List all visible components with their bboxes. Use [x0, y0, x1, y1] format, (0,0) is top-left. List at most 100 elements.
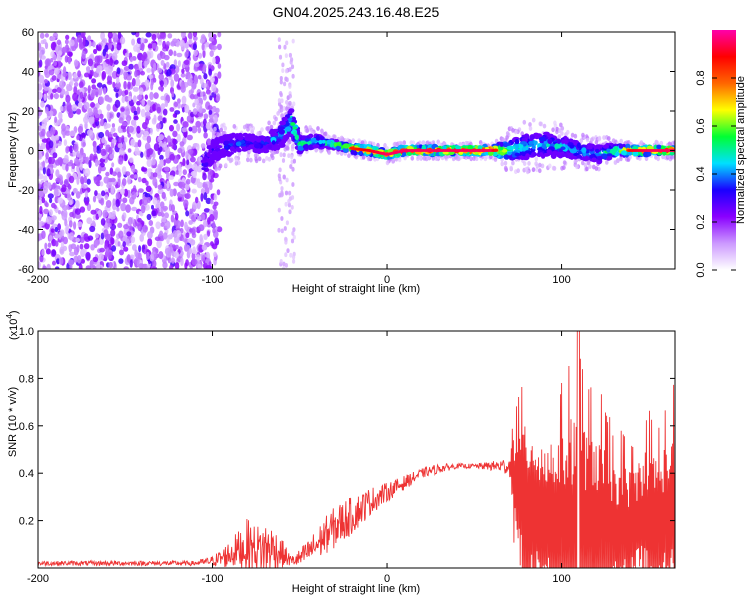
- spectral-blob: [110, 127, 114, 135]
- spectral-blob: [586, 145, 593, 150]
- spectral-blob: [265, 139, 271, 143]
- spectral-blob: [289, 59, 293, 65]
- spectral-blob: [504, 142, 510, 146]
- spectral-blob: [277, 37, 281, 42]
- spectral-blob: [63, 139, 68, 147]
- spectral-blob: [93, 144, 98, 154]
- spectral-blob: [546, 149, 552, 154]
- spectral-blob: [78, 81, 84, 89]
- spectral-blob: [143, 60, 148, 68]
- spectral-blob: [304, 143, 309, 150]
- spectral-blob: [139, 233, 144, 242]
- spectral-blob: [551, 151, 559, 156]
- spectral-blob: [211, 45, 218, 51]
- spectral-blob: [108, 252, 112, 260]
- spectral-blob: [41, 138, 48, 144]
- spectral-blob: [267, 120, 271, 126]
- spectral-blob: [81, 32, 86, 37]
- y-tick-label: 0.2: [19, 516, 34, 528]
- spectral-blob: [144, 94, 148, 100]
- spectral-blob: [137, 176, 142, 183]
- spectral-blob: [402, 151, 407, 157]
- spectral-blob: [146, 51, 152, 60]
- spectral-blob: [77, 221, 83, 228]
- spectral-blob: [129, 259, 133, 268]
- spectral-blob: [170, 79, 175, 88]
- spectral-blob: [290, 238, 295, 244]
- spectral-blob: [98, 96, 105, 105]
- spectral-blob: [237, 134, 244, 141]
- spectral-blob: [342, 143, 350, 149]
- spectral-blob: [199, 38, 205, 44]
- spectral-blob: [196, 181, 203, 189]
- spectral-blob: [68, 259, 74, 266]
- spectral-blob: [187, 38, 193, 45]
- spectral-blob: [79, 87, 85, 94]
- spectral-blob: [77, 171, 81, 180]
- spectral-blob: [192, 201, 199, 210]
- spectral-blob: [127, 176, 131, 185]
- spectral-blob: [202, 172, 207, 181]
- spectral-blob: [75, 213, 81, 219]
- spectral-blob: [83, 243, 90, 250]
- spectral-blob: [192, 43, 197, 51]
- spectral-blob: [656, 144, 662, 150]
- spectral-blob: [285, 77, 289, 83]
- spectral-blob: [131, 206, 138, 212]
- spectral-blob: [437, 142, 442, 147]
- spectral-blob: [116, 77, 120, 84]
- spectral-blob: [109, 153, 115, 160]
- spectral-blob: [213, 193, 218, 201]
- spectral-blob: [595, 148, 600, 153]
- spectral-blob: [157, 38, 162, 46]
- spectral-blob: [152, 103, 157, 112]
- spectral-blob: [254, 156, 258, 162]
- spectral-blob: [79, 243, 84, 250]
- spectral-blob: [138, 245, 142, 253]
- spectral-blob: [123, 71, 129, 77]
- spectral-blob: [606, 153, 613, 157]
- spectral-blob: [184, 193, 191, 200]
- spectral-blob: [164, 212, 169, 219]
- spectral-blob: [305, 128, 310, 134]
- spectral-blob: [267, 156, 272, 162]
- spectral-blob: [203, 132, 208, 139]
- spectral-blob: [536, 133, 542, 137]
- spectral-blob: [280, 186, 284, 191]
- spectral-blob: [88, 74, 93, 80]
- spectral-blob: [159, 32, 166, 39]
- spectral-blob: [86, 217, 93, 225]
- spectral-blob: [181, 95, 187, 105]
- spectral-blob: [89, 225, 96, 233]
- y-tick-label: 0.6: [19, 421, 34, 433]
- spectral-blob: [195, 254, 201, 261]
- spectral-blob: [217, 71, 222, 79]
- spectral-blob: [197, 112, 204, 117]
- spectral-blob: [128, 99, 135, 107]
- spectral-blob: [68, 52, 73, 58]
- spectral-blob: [176, 133, 181, 143]
- spectral-blob: [112, 171, 117, 177]
- spectral-blob: [426, 155, 431, 160]
- spectral-blob: [290, 154, 294, 160]
- spectral-blob: [332, 134, 336, 140]
- spectral-blob: [276, 138, 282, 142]
- spectral-blob: [136, 100, 141, 106]
- spectral-blob: [131, 32, 137, 36]
- spectral-blob: [97, 193, 102, 201]
- spectral-blob: [212, 56, 216, 65]
- spectral-blob: [185, 178, 191, 185]
- spectral-blob: [50, 93, 54, 100]
- spectral-blob: [149, 127, 153, 135]
- spectral-blob: [127, 133, 131, 138]
- spectral-blob: [41, 230, 46, 239]
- snr-multiplier-exp: 4: [5, 314, 14, 319]
- spectral-blob: [525, 153, 530, 158]
- spectral-blob: [38, 59, 43, 68]
- spectral-blob: [246, 126, 250, 132]
- spectral-blob: [144, 193, 151, 198]
- spectral-blob: [123, 80, 127, 90]
- spectral-blob: [69, 263, 73, 269]
